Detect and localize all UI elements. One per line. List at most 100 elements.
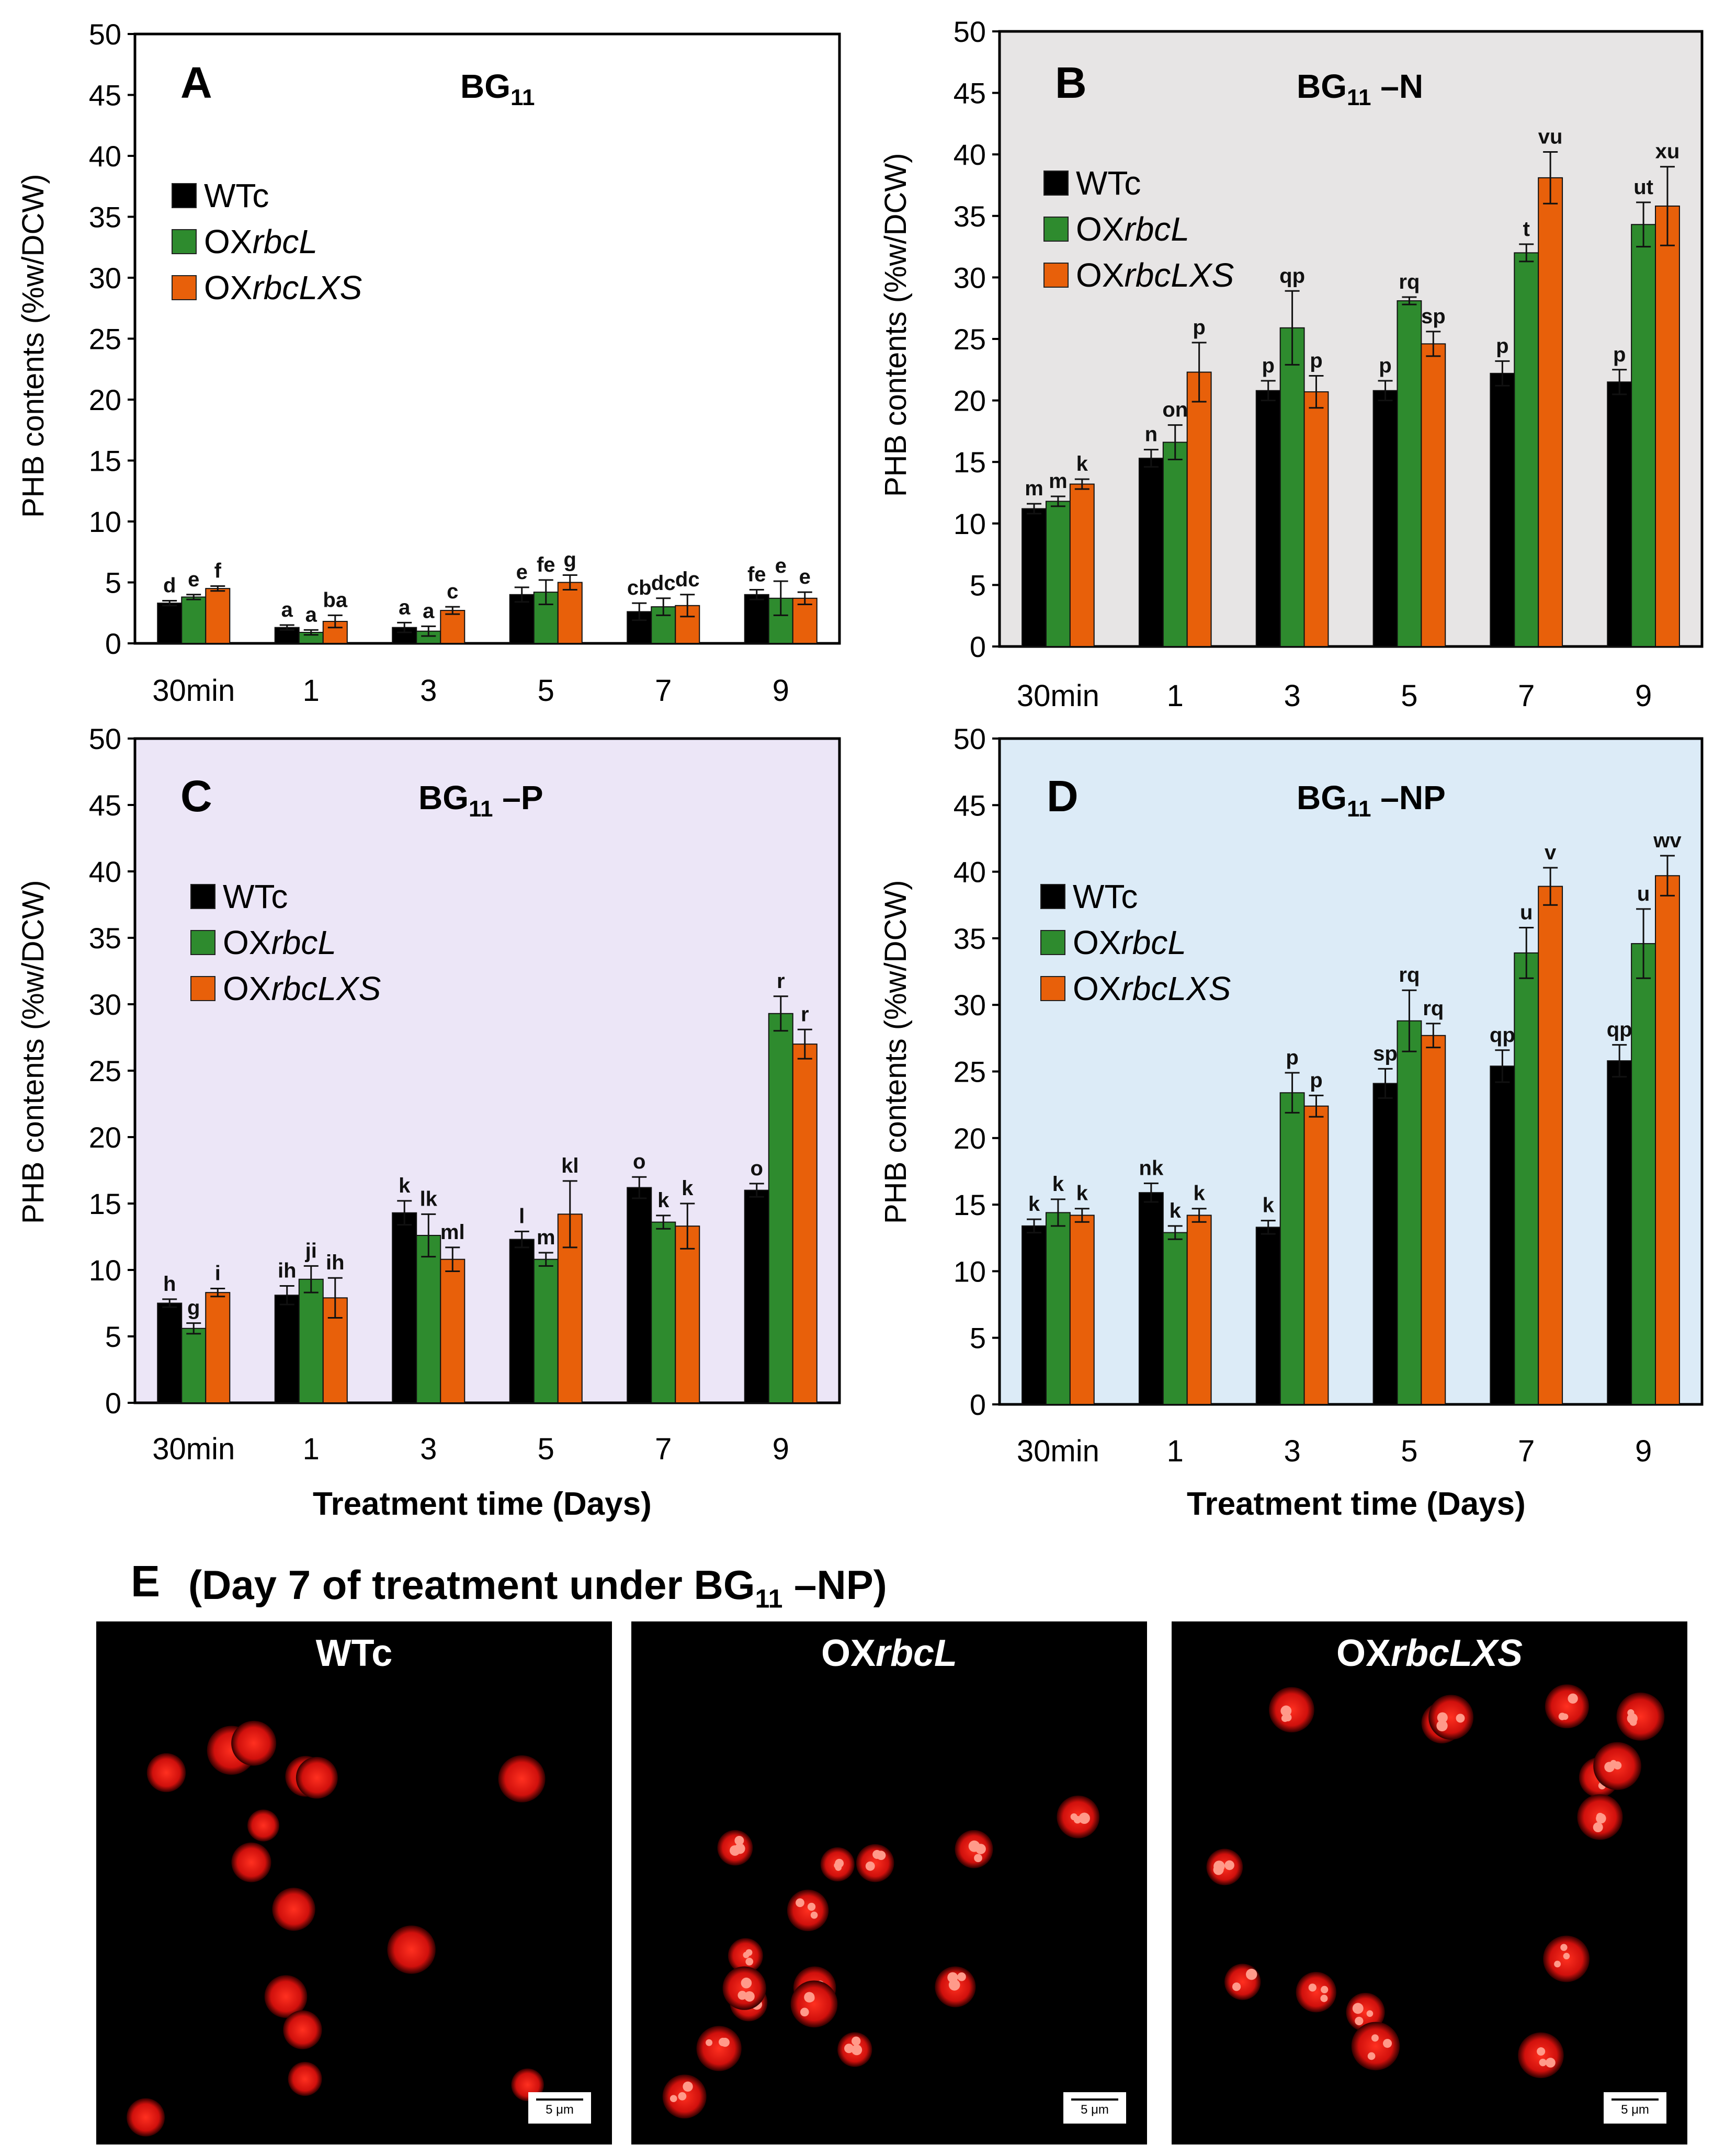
legend-swatch-wtc	[190, 884, 215, 909]
significance-label: rq	[1399, 963, 1420, 986]
y-axis-label-a: PHB contents (%w/DCW)	[16, 174, 50, 518]
phb-granule	[844, 2044, 854, 2053]
phb-granule	[718, 2037, 728, 2047]
legend-item-wtc: WTc	[190, 873, 381, 920]
significance-label: a	[305, 603, 317, 626]
bar-oxrbcl	[1514, 252, 1539, 647]
phb-granule	[957, 1972, 966, 1981]
y-tick-label: 25	[954, 1056, 986, 1088]
phb-granule	[743, 1951, 750, 1958]
bar-wtc	[1607, 381, 1632, 647]
cell	[790, 1980, 838, 2028]
cell	[272, 1888, 315, 1931]
x-tick-label: 3	[1284, 1434, 1300, 1468]
x-tick-label: 7	[1518, 679, 1535, 713]
bar-wtc	[1372, 1083, 1398, 1405]
x-tick-label: 9	[773, 1432, 789, 1466]
legend-item-wtc: WTc	[172, 173, 362, 219]
cell	[146, 1753, 186, 1792]
phb-granule	[1367, 2052, 1376, 2060]
bar-oxrbcl	[1514, 952, 1539, 1405]
x-tick-label: 7	[655, 674, 672, 708]
significance-label: k	[1076, 1182, 1088, 1205]
bar-oxrbclxs	[1655, 205, 1680, 647]
phb-granule	[1593, 1822, 1603, 1833]
bar-wtc	[1490, 1065, 1515, 1405]
bar-wtc	[392, 1212, 417, 1404]
phb-granule	[1437, 1712, 1448, 1723]
significance-label: p	[1286, 1046, 1298, 1069]
scale-bar-line	[1611, 2098, 1659, 2101]
plot-area	[133, 737, 841, 1404]
significance-label: k	[657, 1189, 669, 1212]
y-tick-label: 50	[954, 722, 986, 755]
significance-label: dc	[675, 568, 700, 591]
y-tick-label: 50	[954, 15, 986, 48]
y-tick-label: 5	[105, 566, 121, 599]
phb-granule	[1627, 1709, 1635, 1717]
significance-label: ih	[326, 1251, 345, 1274]
bar-wtc	[1372, 390, 1398, 647]
plot-area	[133, 32, 841, 645]
bar-oxrbclxs	[1421, 343, 1446, 647]
y-tick-label: 45	[89, 79, 121, 112]
bar-oxrbcl	[533, 1258, 559, 1404]
phb-granule	[1436, 1720, 1448, 1732]
cells-oxrbclxs	[1206, 1684, 1665, 2079]
chart-panel-c: 0 5 10 15 20 25 30 35 40 45 50 h g i 30min ih ji ih 1 k lk ml…	[0, 722, 862, 1527]
y-tick-label: 20	[89, 1121, 121, 1154]
cell	[387, 1925, 436, 1974]
phb-granule	[744, 1991, 755, 2002]
cell	[1224, 1964, 1261, 2000]
bar-oxrbclxs	[440, 610, 466, 644]
significance-label: rq	[1423, 997, 1444, 1020]
x-tick-label: 30min	[1017, 1434, 1099, 1468]
phb-granule	[1079, 1812, 1090, 1824]
significance-label: n	[1145, 423, 1157, 446]
significance-label: sp	[1373, 1042, 1398, 1065]
significance-label: e	[775, 554, 787, 577]
significance-label: i	[215, 1262, 221, 1285]
significance-label: m	[1049, 470, 1068, 493]
significance-label: wv	[1653, 829, 1682, 852]
y-tick-label: 50	[89, 722, 121, 755]
plot-area	[998, 30, 1704, 648]
legend-item-oxrbcl: OXrbcL	[1040, 920, 1231, 966]
legend-item-oxrbcl: OXrbcL	[1043, 206, 1234, 252]
x-tick-label: 3	[420, 1432, 437, 1466]
phb-granule	[1563, 1953, 1570, 1960]
phb-granule	[706, 2039, 713, 2046]
bar-oxrbclxs	[1186, 1215, 1212, 1405]
x-tick-label: 5	[1401, 679, 1417, 713]
significance-label: qp	[1607, 1018, 1632, 1041]
significance-label: k	[1028, 1193, 1040, 1216]
phb-granule	[1539, 2058, 1547, 2067]
phb-granule	[1308, 1983, 1317, 1992]
chart-title-b: BG11 –N	[1297, 67, 1424, 110]
bar-wtc	[509, 1239, 535, 1404]
bar-wtc	[1022, 508, 1047, 647]
phb-granule	[974, 1854, 982, 1863]
bar-oxrbclxs	[1538, 177, 1563, 647]
bar-wtc	[744, 1189, 769, 1403]
y-tick-label: 10	[954, 1255, 986, 1288]
y-tick-label: 15	[89, 1187, 121, 1220]
bar-oxrbcl	[1162, 1232, 1188, 1405]
cell	[1545, 1684, 1589, 1729]
y-tick-label: 10	[954, 507, 986, 540]
phb-granule	[1352, 2003, 1364, 2014]
y-tick-label: 25	[89, 323, 121, 356]
legend-item-oxrbcl: OXrbcL	[190, 920, 381, 966]
scale-bar-line	[1071, 2098, 1118, 2101]
cell	[231, 1720, 277, 1766]
bar-wtc	[1022, 1225, 1047, 1405]
phb-granule	[1545, 2058, 1556, 2068]
phb-granule	[1560, 1944, 1568, 1951]
x-tick-label: 30min	[152, 674, 235, 708]
legend-swatch-oxrbclxs	[190, 976, 215, 1001]
y-tick-label: 35	[89, 201, 121, 234]
phb-granule	[1224, 1860, 1234, 1870]
legend-item-oxrbcl: OXrbcL	[172, 219, 362, 265]
significance-label: f	[214, 559, 222, 582]
